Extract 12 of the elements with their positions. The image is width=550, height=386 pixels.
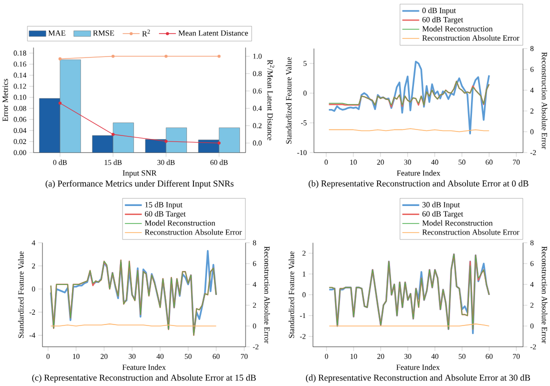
text: (d) Representative Reconstruction and Absolute Error at 30 dB (306, 374, 530, 382)
text: (b) Representative Reconstruction and Absolute Error at 0 dB (308, 180, 528, 188)
text: (c) Representative Reconstruction and Absolute Error at 15 dB (32, 374, 256, 382)
point (58, 57, 62, 60)
text: (a) Performance Metrics under Different Input SNRs (46, 180, 234, 188)
point (58, 101, 62, 104)
point (112, 54, 115, 58)
point (112, 132, 115, 136)
point (164, 140, 168, 143)
point (164, 54, 168, 58)
point (218, 54, 221, 58)
point (218, 141, 221, 144)
